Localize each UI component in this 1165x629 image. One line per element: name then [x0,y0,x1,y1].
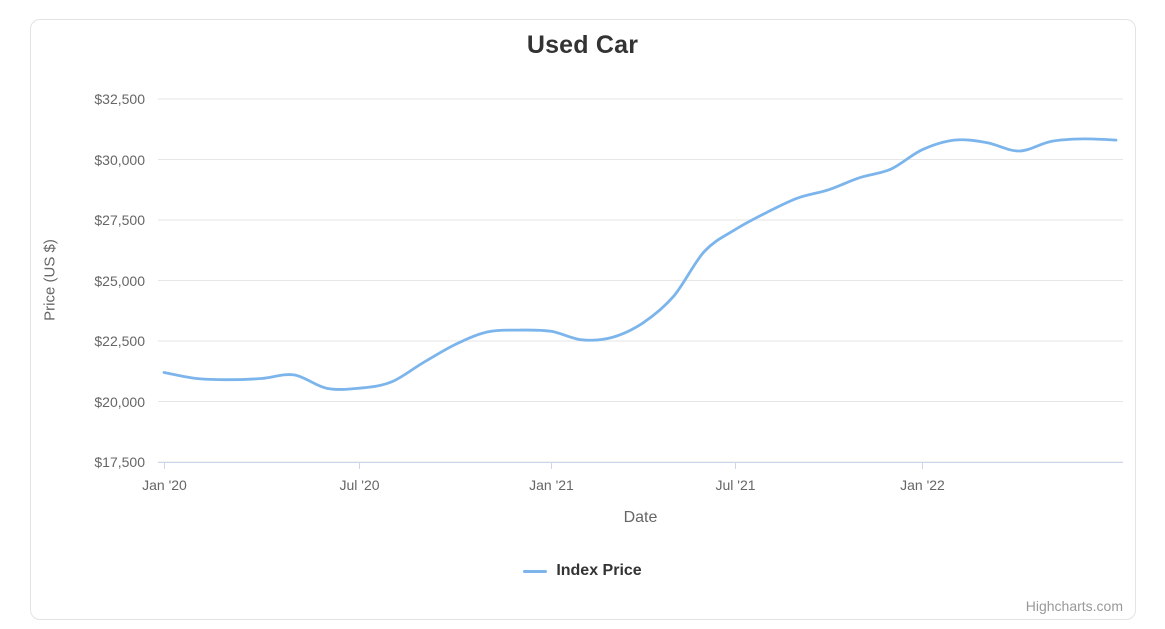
x-axis-tick-label: Jan '20 [142,477,187,493]
x-axis-tick-label: Jan '21 [529,477,574,493]
series-line-index-price[interactable] [162,137,1118,391]
chart-card [30,19,1136,620]
gridlines [158,98,1123,463]
y-axis-tick-label: $27,500 [94,212,145,228]
x-axis-tick-label: Jul '21 [715,477,756,493]
x-axis-line-and-ticks [158,462,1123,469]
legend-item-index-price[interactable]: Index Price [0,562,1165,580]
y-axis-tick-label: $25,000 [94,272,145,289]
chart-title: Used Car [526,31,639,59]
y-axis-tick-label: $22,500 [94,333,145,349]
x-axis-title: Date [623,509,658,526]
y-axis-tick-label: $30,000 [94,151,145,168]
y-axis-tick-label: $32,500 [94,91,145,107]
x-axis-tick-label: Jan '22 [900,477,945,493]
highcharts-credits-link[interactable]: Highcharts.com [1025,598,1123,614]
x-axis-tick-label: Jul '20 [339,477,380,493]
y-axis-tick-label: $17,500 [94,454,145,470]
legend-label: Index Price [556,562,642,579]
y-axis-tick-label: $20,000 [94,393,145,410]
legend-line-symbol [523,569,548,573]
